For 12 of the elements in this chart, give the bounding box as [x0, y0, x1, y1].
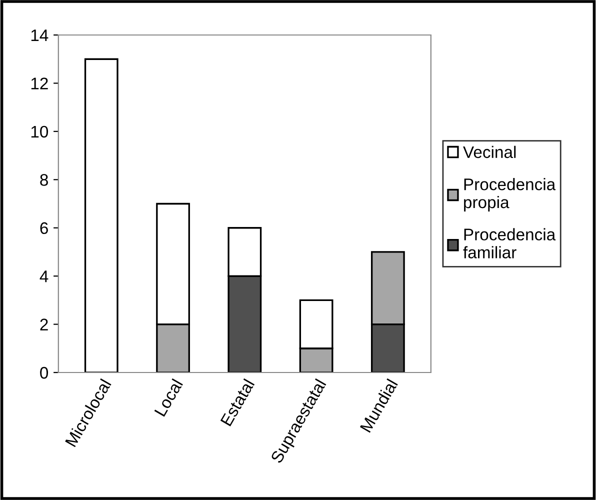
y-tick-label: 4	[40, 270, 48, 282]
legend-label: Vecinal	[463, 146, 516, 158]
y-tick-label: 8	[40, 174, 48, 186]
bar	[84, 58, 118, 372]
legend-label: Procedencia propia	[464, 178, 556, 212]
y-tick-label: 2	[40, 318, 48, 330]
y-tick-label: 10	[31, 126, 48, 138]
y-tick-label: 0	[40, 366, 48, 379]
legend-label: Procedencia familiar	[463, 228, 556, 258]
y-tick-label: 6	[40, 222, 48, 234]
y-tick-label: 12	[31, 78, 48, 90]
y-tick-label: 14	[31, 30, 48, 42]
